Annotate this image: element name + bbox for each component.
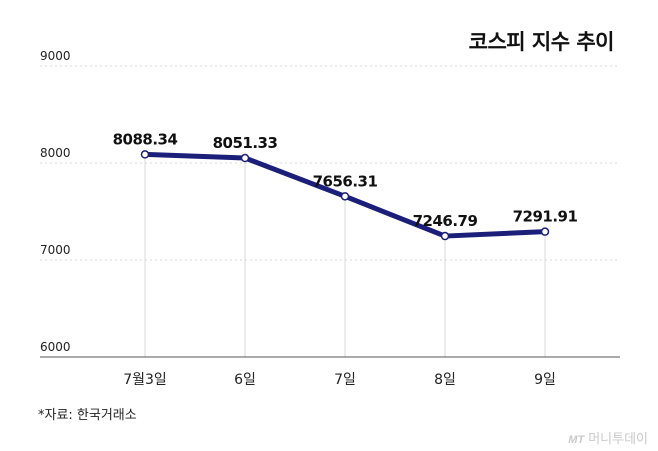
y-axis-ticks: 9000 8000 7000 6000 <box>40 49 71 354</box>
gridlines <box>40 65 620 261</box>
x-tick-label: 7월3일 <box>123 372 167 388</box>
data-point <box>540 227 550 236</box>
data-point <box>440 231 450 241</box>
y-tick-label: 7000 <box>40 243 71 257</box>
chart-title: 코스피 지수 추이 <box>468 30 615 54</box>
data-label: 8088.34 <box>113 130 178 148</box>
brand-watermark: MT 머니투데이 <box>568 428 648 447</box>
brand-mark: MT <box>568 434 585 446</box>
data-label: 7246.79 <box>413 212 478 230</box>
data-label: 7291.91 <box>513 208 578 226</box>
data-labels: 8088.34 8051.33 7656.31 7246.79 7291.91 <box>113 130 578 230</box>
brand-name: 머니투데이 <box>588 431 648 446</box>
x-tick-label: 6일 <box>234 372 256 388</box>
y-tick-label: 6000 <box>40 340 71 354</box>
data-point <box>140 150 150 159</box>
series-markers <box>140 150 550 241</box>
y-tick-label: 9000 <box>40 49 71 63</box>
x-tick-label: 8일 <box>434 372 456 388</box>
data-label: 8051.33 <box>213 134 278 152</box>
data-label: 7656.31 <box>313 172 378 190</box>
x-axis-labels: 7월3일 6일 7일 8일 9일 <box>123 372 556 388</box>
source-note: *자료: 한국거래소 <box>38 408 137 423</box>
data-point <box>340 192 350 201</box>
y-tick-label: 8000 <box>40 146 71 160</box>
category-guides <box>144 154 546 357</box>
data-point <box>240 153 250 163</box>
x-tick-label: 9일 <box>534 372 556 388</box>
x-tick-label: 7일 <box>334 372 356 388</box>
